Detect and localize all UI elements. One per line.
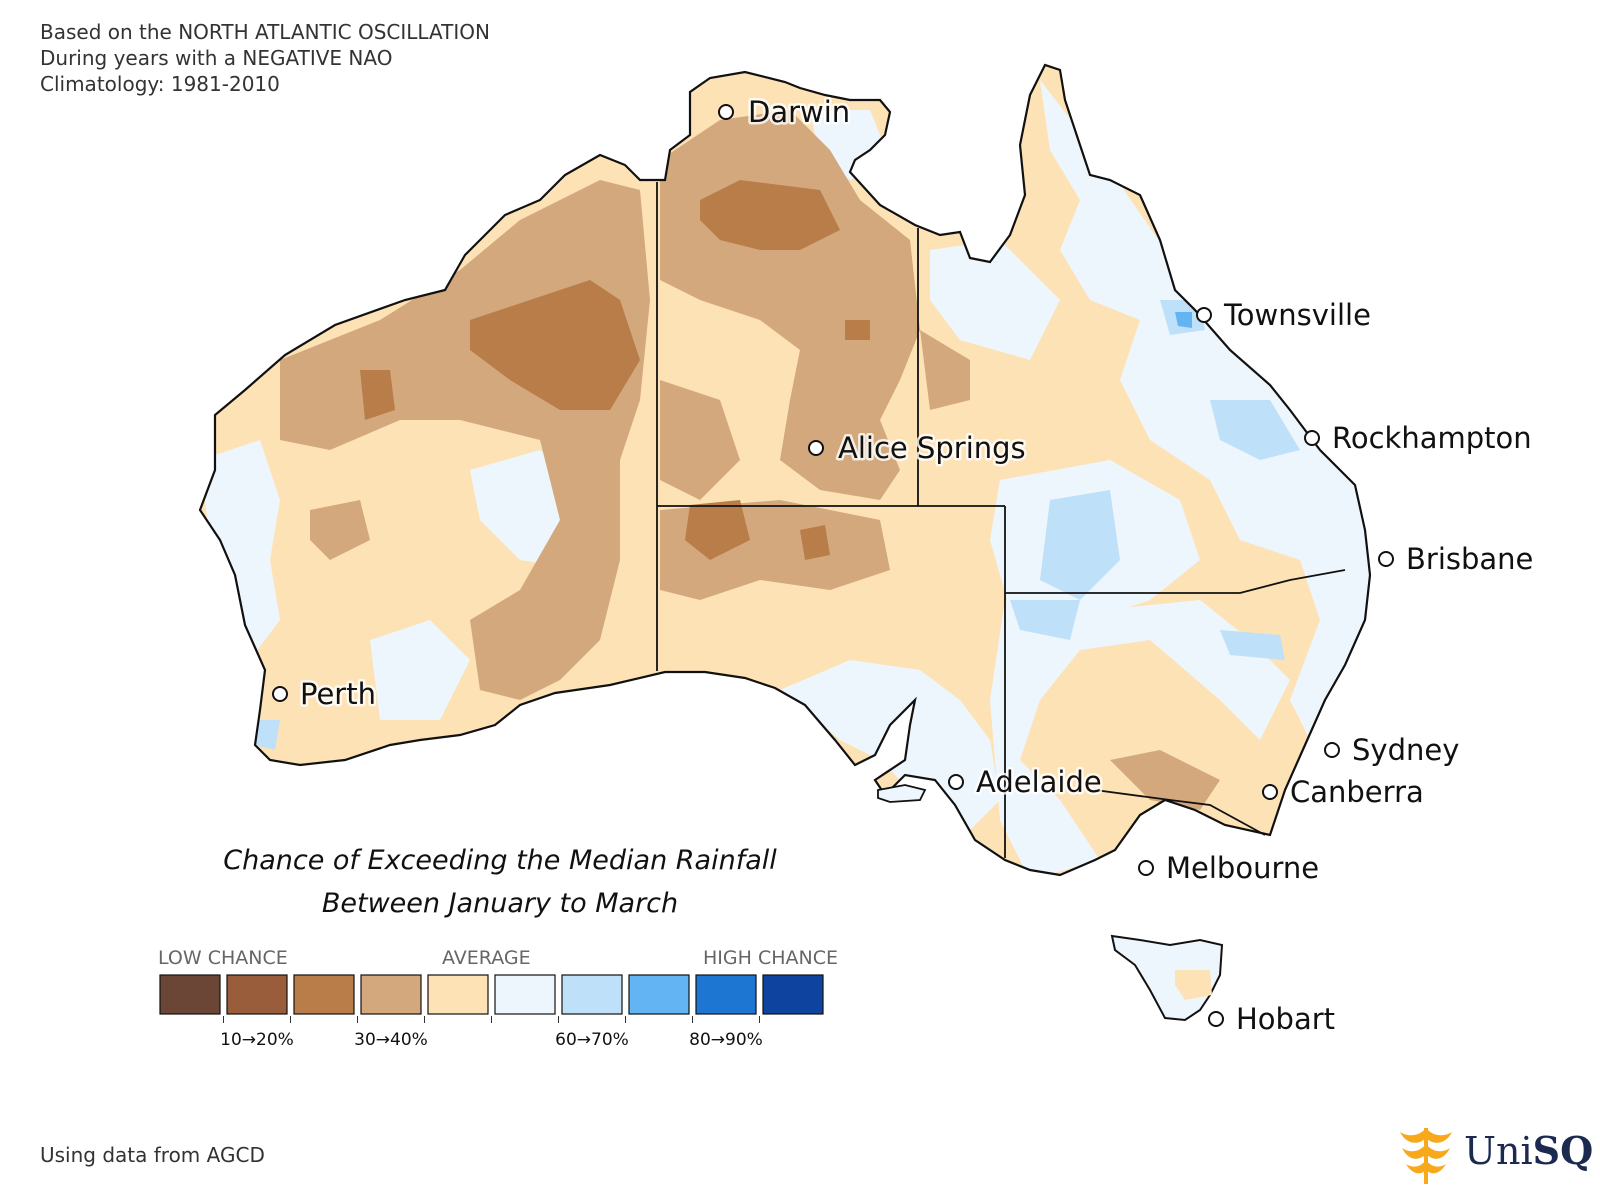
city-label-townsville: Townsville (1223, 298, 1371, 332)
region-above-median-qld-north (930, 240, 1060, 360)
unisq-logo-text-light: Uni (1464, 1129, 1533, 1173)
city-marker-alice-springs (808, 440, 824, 456)
logo-flame-part-5 (1406, 1160, 1426, 1174)
legend-swatch-9 (695, 974, 757, 1015)
legend-tick-label-1: 10→20% (220, 1030, 294, 1050)
region-low-wa-inland (360, 370, 395, 420)
legend-low-label: LOW CHANCE (158, 947, 288, 969)
logo-flame-stem (1424, 1128, 1428, 1184)
region-low-nt-patch (845, 320, 870, 340)
city-label-hobart: Hobart (1236, 1002, 1335, 1036)
legend-swatch-3 (293, 974, 355, 1015)
city-marker-darwin (718, 104, 734, 120)
legend-high-label: HIGH CHANCE (703, 947, 838, 969)
logo-flame-part-1 (1400, 1128, 1426, 1143)
city-label-brisbane: Brisbane (1406, 542, 1533, 576)
region-below-median-nt-south (660, 380, 740, 500)
region-low-sa-patch (800, 525, 830, 560)
region-high-nsw-west (1010, 600, 1080, 640)
legend-swatch-5 (427, 974, 489, 1015)
legend-swatch-8 (628, 974, 690, 1015)
region-higher-townsville (1175, 312, 1192, 328)
kangaroo-island (877, 784, 927, 803)
mainland-coastline (198, 63, 1372, 877)
region-above-median-wa-south (370, 620, 470, 720)
legend-swatch-10 (762, 974, 824, 1015)
state-borders (656, 182, 1346, 858)
city-marker-canberra (1262, 784, 1278, 800)
region-high-qld-rockhampton (1210, 400, 1300, 460)
city-marker-perth (272, 686, 288, 702)
region-high-nsw-east (1220, 630, 1285, 660)
tasmania-average-region (1175, 970, 1212, 1000)
legend-swatch-4 (360, 974, 422, 1015)
city-label-melbourne: Melbourne (1166, 851, 1319, 885)
region-high-qld-inland (1040, 490, 1120, 600)
city-marker-townsville (1196, 307, 1212, 323)
logo-flame-part-2 (1426, 1128, 1452, 1143)
unisq-logo-icon (1400, 1128, 1452, 1184)
region-below-median-vic (1110, 750, 1220, 810)
legend-swatch-1 (159, 974, 221, 1015)
legend-tick-label-2: 30→40% (354, 1030, 428, 1050)
city-layer: Darwin Townsville Rockhampton Alice Springs… (272, 93, 1536, 1039)
header-line-2: During years with a NEGATIVE NAO (40, 46, 393, 70)
region-above-median-wa-west (200, 440, 280, 660)
unisq-logo-text: UniSQ (1464, 1128, 1593, 1173)
legend-swatch-6 (494, 974, 556, 1015)
legend-tick-label-4: 80→90% (689, 1030, 763, 1050)
region-low-sa-north (685, 500, 750, 560)
city-marker-sydney (1324, 742, 1340, 758)
logo-flame-part-3 (1402, 1144, 1426, 1159)
legend-swatch-7 (561, 974, 623, 1015)
region-below-median-wa-patch (310, 500, 370, 560)
header-line-3: Climatology: 1981-2010 (40, 72, 280, 96)
map-title-line-1: Chance of Exceeding the Median Rainfall (223, 845, 777, 876)
legend: LOW CHANCE AVERAGE HIGH CHANCE 10→20% 30→… (158, 947, 838, 1050)
city-marker-melbourne (1138, 860, 1154, 876)
region-above-median-east-coast (1040, 80, 1370, 760)
region-above-median-nsw (990, 600, 1290, 875)
logo-flame-part-4 (1426, 1144, 1450, 1159)
city-label-perth: Perth (300, 677, 376, 711)
source-note: Using data from AGCD (40, 1143, 265, 1167)
unisq-logo-text-bold: SQ (1532, 1128, 1594, 1173)
header-line-1: Based on the NORTH ATLANTIC OSCILLATION (40, 20, 490, 44)
region-low-nt-north (700, 180, 840, 250)
city-marker-brisbane (1378, 551, 1394, 567)
map-title-line-2: Between January to March (321, 888, 679, 919)
tasmania-landmass (1110, 934, 1224, 1022)
city-label-sydney: Sydney (1352, 733, 1459, 767)
region-below-median-qld-west (920, 330, 970, 410)
region-low-wa-pilbara (470, 280, 640, 410)
city-label-alice-springs: Alice Springs (838, 431, 1026, 465)
city-marker-adelaide (948, 774, 964, 790)
legend-average-label: AVERAGE (442, 947, 531, 969)
city-marker-hobart (1208, 1011, 1224, 1027)
city-label-darwin: Darwin (748, 95, 850, 129)
legend-tick-label-3: 60→70% (555, 1030, 629, 1050)
legend-swatch-2 (226, 974, 288, 1015)
logo-flame-part-6 (1426, 1160, 1446, 1174)
city-marker-rockhampton (1304, 430, 1320, 446)
border-qld-nsw (1005, 569, 1346, 594)
border-nsw-vic (1094, 789, 1266, 836)
city-label-adelaide: Adelaide (976, 765, 1102, 799)
city-label-canberra: Canberra (1290, 775, 1424, 809)
city-label-rockhampton: Rockhampton (1332, 421, 1532, 455)
